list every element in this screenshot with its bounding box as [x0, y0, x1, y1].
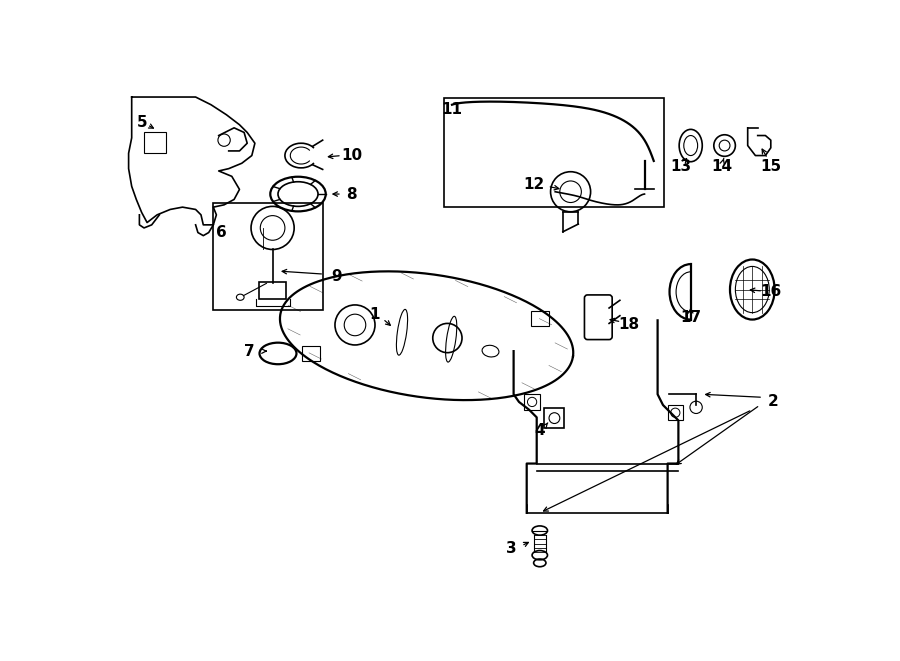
Bar: [525, 394, 540, 410]
Text: 10: 10: [341, 148, 363, 163]
Bar: [445, 98, 664, 207]
Text: 12: 12: [524, 176, 545, 192]
Text: 5: 5: [137, 115, 147, 130]
Text: 18: 18: [618, 317, 640, 332]
Text: 11: 11: [442, 102, 463, 117]
Bar: [530, 311, 549, 327]
Text: 6: 6: [216, 225, 227, 240]
Bar: [258, 282, 286, 299]
Text: 4: 4: [535, 423, 545, 438]
Text: 17: 17: [680, 310, 701, 325]
Text: 7: 7: [244, 344, 255, 359]
Text: 9: 9: [331, 269, 342, 284]
Text: 2: 2: [768, 395, 778, 409]
Text: 15: 15: [760, 159, 781, 174]
Text: 8: 8: [346, 186, 357, 202]
FancyBboxPatch shape: [584, 295, 612, 340]
Text: 13: 13: [670, 159, 691, 174]
Text: 16: 16: [760, 284, 781, 299]
Bar: [213, 204, 323, 309]
Text: 1: 1: [370, 307, 381, 323]
Text: 3: 3: [506, 541, 517, 556]
Bar: [668, 405, 683, 420]
Bar: [544, 408, 564, 428]
Bar: [302, 346, 320, 361]
Text: 14: 14: [711, 159, 732, 174]
Bar: [144, 132, 166, 153]
